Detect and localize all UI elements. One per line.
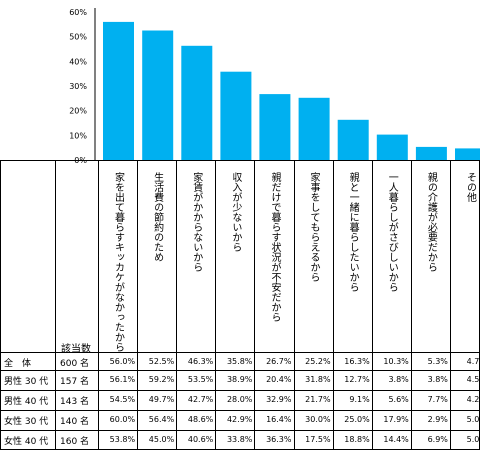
category-label: 生活費の節約のため [151,172,163,262]
table-cell: 45.0% [148,435,175,444]
table-cell: 42.7% [187,395,214,404]
table-cell: 25.0% [344,415,370,424]
table-cell: 54.5% [109,395,136,404]
table-cell: 7.7% [427,395,448,404]
table-cell: 42.9% [226,415,253,424]
bar [142,30,174,160]
table-cell: 25.2% [305,357,331,366]
y-tick-label: 10% [69,131,87,140]
table-cell: 14.4% [383,435,409,444]
category-label: 一人暮らしがさびしいから [386,172,398,292]
row-count: 160 名 [60,437,90,447]
table-cell: 16.3% [344,357,370,366]
table-cell: 20.4% [266,375,292,384]
y-tick-label: 20% [69,107,87,116]
table-cell: 56.4% [148,415,175,424]
table-cell: 17.9% [383,415,409,424]
table-cell: 17.5% [305,435,331,444]
table-cell: 46.3% [187,357,214,366]
table-cell: 48.6% [187,415,214,424]
table-cell: 5.0% [466,435,480,444]
table-cell: 33.8% [226,435,253,444]
bar [181,45,213,160]
table-cell: 16.4% [266,415,292,424]
y-tick-label: 50% [69,33,87,42]
category-label: その他 [464,172,476,202]
table-cell: 53.8% [109,435,136,444]
row-label: 男性 40 代 [4,397,49,407]
row-count: 157 名 [60,377,90,387]
row-count: 143 名 [60,397,90,407]
table-cell: 4.2% [466,395,480,404]
category-label: 家を出て暮らすキッカケがなかったから [112,172,124,352]
table-cell: 18.8% [344,435,370,444]
bar [259,94,291,160]
table-cell: 26.7% [266,357,292,366]
table-cell: 6.9% [427,435,448,444]
table-cell: 28.0% [226,395,253,404]
table-cell: 30.0% [305,415,331,424]
table-cell: 31.8% [305,375,331,384]
table-cell: 35.8% [226,357,253,366]
row-count: 600 名 [60,359,90,369]
row-label: 女性 30 代 [4,417,49,427]
bar [103,21,134,161]
table-cell: 49.7% [148,395,175,404]
table-cell: 5.6% [388,395,409,404]
table-cell: 36.3% [266,435,292,444]
table-cell: 38.9% [226,375,253,384]
y-tick-label: 60% [69,8,87,17]
category-label: 収入が少ないから [229,172,241,252]
table-cell: 5.0% [466,415,480,424]
category-label: 親の介護が必要だから [425,172,437,272]
table-cell: 3.8% [388,375,409,384]
table-cell: 56.0% [109,357,136,366]
table-cell: 21.7% [305,395,331,404]
row-label: 全 体 [4,359,32,369]
row-count: 140 名 [60,417,90,427]
y-tick-label: 40% [69,57,87,66]
table-cell: 60.0% [109,415,136,424]
row-label: 男性 30 代 [4,377,49,387]
table-cell: 12.7% [344,375,370,384]
table-cell: 56.1% [109,375,136,384]
category-label: 親だけで暮らす状況が不安だから [268,172,280,322]
table-cell: 32.9% [266,395,292,404]
table-cell: 10.3% [383,357,409,366]
table-cell: 2.9% [427,415,448,424]
bar [220,71,252,160]
table-cell: 4.7% [466,357,480,366]
table-cell: 40.6% [187,435,214,444]
table-cell: 3.8% [427,375,448,384]
y-tick-label: 30% [69,82,87,91]
count-header: 該当数 [61,344,91,355]
table-cell: 52.5% [148,357,175,366]
table-cell: 53.5% [187,375,214,384]
table-cell: 5.3% [427,357,448,366]
table-cell: 9.1% [349,395,370,404]
category-label: 家事をしてもらえるから [308,172,320,282]
bar [298,97,330,160]
table-cell: 59.2% [148,375,175,384]
table-cell: 4.5% [466,375,480,384]
row-label: 女性 40 代 [4,437,49,447]
bar [455,148,480,160]
category-label: 親と一緒に暮らしたいから [347,172,359,292]
bar [376,134,408,160]
category-label: 家賃がかからないから [190,172,202,272]
bar [415,146,447,160]
bar [337,119,369,160]
